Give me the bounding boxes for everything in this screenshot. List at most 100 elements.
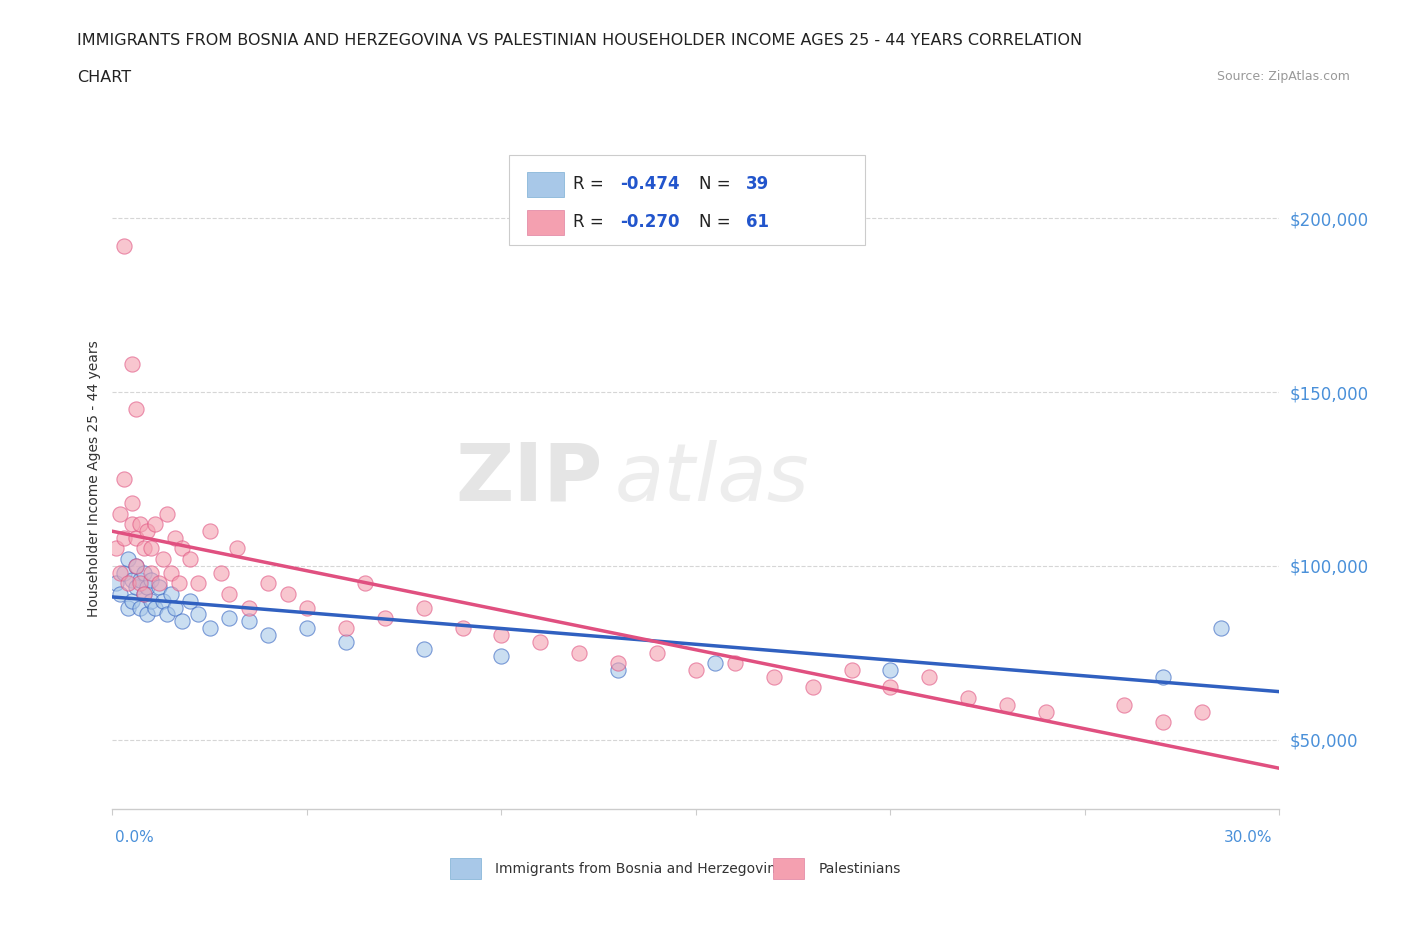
Point (105, 541, 128, 556)
Point (451, 621, 474, 636)
Point (218, 610, 240, 625)
Point (198, 524, 221, 538)
Point (125, 579, 148, 594)
Point (1152, 715, 1174, 730)
Point (136, 607, 159, 622)
Point (125, 402, 148, 417)
Point (172, 541, 194, 556)
Point (412, 600, 434, 615)
Text: 39: 39 (747, 175, 769, 193)
Point (1112, 698, 1135, 712)
Text: N =: N = (699, 213, 737, 231)
Point (128, 600, 150, 615)
Point (995, 698, 1018, 712)
Point (143, 600, 166, 615)
Point (238, 614, 260, 629)
Point (112, 565, 135, 580)
Point (179, 551, 201, 566)
Point (156, 607, 179, 622)
Point (645, 645, 668, 660)
Point (121, 517, 143, 532)
Text: N =: N = (699, 175, 737, 193)
Point (125, 558, 148, 573)
Point (163, 600, 186, 615)
Point (1191, 704, 1213, 719)
Point (374, 610, 396, 625)
Text: ZIP: ZIP (456, 440, 603, 518)
Point (762, 670, 785, 684)
Text: -0.270: -0.270 (620, 213, 679, 231)
Point (568, 645, 591, 660)
Text: Immigrants from Bosnia and Herzegovina: Immigrants from Bosnia and Herzegovina (495, 861, 785, 876)
Point (841, 663, 863, 678)
Point (112, 472, 135, 486)
Point (724, 656, 747, 671)
Point (295, 600, 318, 615)
Point (412, 642, 434, 657)
Point (160, 586, 183, 601)
FancyBboxPatch shape (509, 155, 865, 245)
Point (128, 572, 150, 587)
Point (218, 586, 240, 601)
FancyBboxPatch shape (527, 172, 564, 197)
Point (879, 663, 901, 678)
Point (257, 628, 280, 643)
Point (110, 586, 132, 601)
Point (128, 576, 150, 591)
Point (209, 565, 232, 580)
Text: atlas: atlas (614, 440, 808, 518)
Point (335, 635, 357, 650)
Point (163, 531, 186, 546)
Point (112, 531, 135, 546)
Point (801, 680, 824, 695)
Point (117, 576, 139, 591)
Point (125, 558, 148, 573)
Point (295, 621, 318, 636)
Point (198, 621, 221, 636)
Point (957, 690, 980, 705)
Point (879, 680, 901, 695)
Point (607, 663, 630, 678)
Point (121, 496, 143, 511)
Point (152, 551, 174, 566)
Point (276, 586, 298, 601)
Point (141, 565, 163, 580)
Point (1152, 670, 1174, 684)
Point (1035, 704, 1057, 719)
FancyBboxPatch shape (773, 858, 804, 879)
Point (167, 576, 190, 591)
Point (136, 579, 159, 594)
Point (172, 614, 194, 629)
Point (704, 656, 727, 671)
Point (491, 628, 513, 643)
Point (491, 649, 513, 664)
Point (148, 576, 170, 591)
Text: IMMIGRANTS FROM BOSNIA AND HERZEGOVINA VS PALESTINIAN HOUSEHOLDER INCOME AGES 25: IMMIGRANTS FROM BOSNIA AND HERZEGOVINA V… (77, 33, 1083, 47)
Point (179, 593, 201, 608)
Point (335, 621, 357, 636)
Point (132, 565, 155, 580)
Point (121, 357, 143, 372)
Point (141, 541, 163, 556)
Point (238, 600, 260, 615)
Point (156, 506, 179, 521)
Point (105, 576, 128, 591)
Text: 30.0%: 30.0% (1225, 830, 1272, 844)
Y-axis label: Householder Income Ages 25 - 44 years: Householder Income Ages 25 - 44 years (87, 340, 101, 618)
Point (121, 572, 143, 587)
Point (354, 576, 377, 591)
Text: R =: R = (574, 175, 609, 193)
Point (132, 586, 155, 601)
Point (141, 593, 163, 608)
Point (141, 572, 163, 587)
Text: CHART: CHART (77, 70, 131, 85)
Point (136, 524, 159, 538)
Point (117, 551, 139, 566)
Point (226, 541, 249, 556)
Point (110, 506, 132, 521)
Point (187, 607, 209, 622)
FancyBboxPatch shape (450, 858, 481, 879)
Point (128, 517, 150, 532)
Text: R =: R = (574, 213, 609, 231)
Text: 0.0%: 0.0% (115, 830, 155, 844)
